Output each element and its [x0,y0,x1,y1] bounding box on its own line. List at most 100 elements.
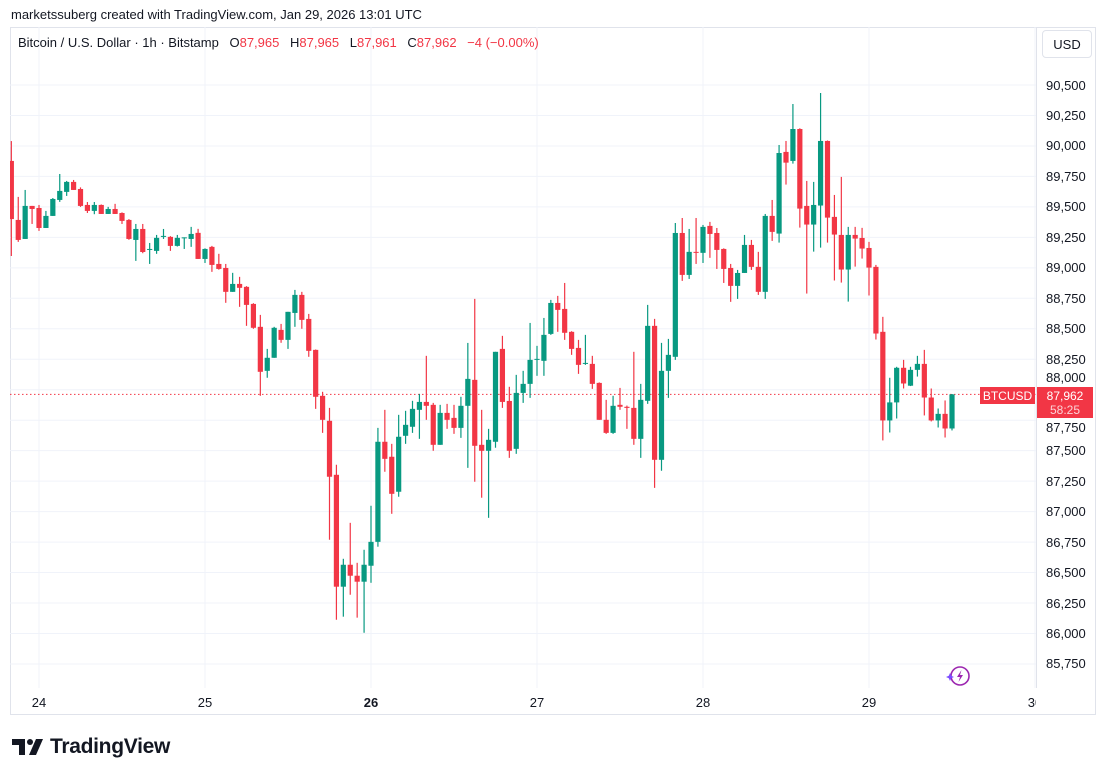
candle-body [112,208,118,214]
candle-body [472,379,478,446]
candlestick-chart[interactable] [10,27,1036,688]
price-tick-label: 86,750 [1046,534,1086,550]
last-price-value: 87,962 [1046,389,1084,403]
candle-body [402,424,409,436]
candle-body [900,367,907,384]
candle-body [651,325,658,460]
candle-body [506,400,512,451]
candle-body [140,228,146,252]
candle-body [520,383,526,393]
candle-body [672,232,678,357]
candle-body [783,151,789,163]
candle-body [57,190,63,200]
candle-body [416,401,423,410]
candle-body [928,397,934,421]
candle-body [354,575,360,582]
candle-body [126,219,132,239]
candle-body [236,283,243,288]
candle-body [70,181,77,190]
candle-body [10,160,14,220]
price-tick-label: 88,250 [1046,351,1086,367]
candle-body [77,188,84,206]
candle-body [811,204,817,225]
candle-body [534,358,540,360]
lightning-icon[interactable] [945,665,973,694]
candle-body [907,369,914,386]
candle-body [741,244,748,273]
time-axis[interactable]: 24 25 26 27 28 29 30 [10,688,1036,715]
candle-body [340,564,346,587]
candle-body [762,215,768,292]
candle-body [631,407,637,439]
candle-body [921,363,927,398]
symbol-legend: Bitcoin / U.S. Dollar · 1h · Bitstamp O8… [18,35,539,50]
high-label: H [289,35,300,50]
price-axis[interactable] [1036,27,1097,688]
candle-body [223,267,229,292]
candle-body [859,237,865,249]
candle-body [838,234,844,270]
candle-body [693,251,699,253]
candle-body [36,207,42,228]
candle-body [499,348,506,402]
candle-body [147,248,153,250]
candle-body [133,228,139,240]
candle-body [326,420,333,477]
candle-body [389,456,395,494]
candle-body [541,334,547,361]
candle-body [686,251,692,275]
candle-body [714,232,720,250]
candle-body [527,359,533,384]
candle-body [396,436,402,492]
candle-body [347,564,353,576]
candle-body [485,439,492,451]
candle-body [776,153,782,234]
currency-button[interactable]: USD [1042,30,1092,58]
high-value: 87,965 [299,35,340,50]
brand-name: TradingView [50,735,171,758]
candle-body [437,412,443,445]
tradingview-logo-icon [12,739,43,755]
candle-body [333,474,340,587]
candle-body [721,248,727,269]
candle-body [64,181,70,192]
candle-body [250,303,257,328]
candle-body [444,412,450,420]
candle-body [817,140,824,206]
chart-credit: marketssuberg created with TradingView.c… [11,7,422,22]
price-tick-label: 89,250 [1046,229,1086,245]
price-tick-label: 87,000 [1046,504,1086,520]
price-tick-label: 88,000 [1046,370,1086,385]
candle-body [167,236,174,246]
candle-body [790,129,796,161]
candle-body [299,294,305,320]
candle-body [873,266,879,334]
candle-body [209,246,215,265]
time-tick-label: 29 [861,695,877,710]
candle-body [700,226,706,253]
time-tick-label: 25 [197,695,213,710]
candle-body [748,244,755,267]
candle-body [285,311,291,340]
candle-body [202,248,208,259]
price-tick-label: 88,500 [1046,321,1086,337]
price-tick-label: 90,500 [1046,77,1086,93]
candle-body [831,216,838,235]
price-tick-label: 86,500 [1046,565,1086,581]
candle-body [458,405,464,428]
close-value: 87,962 [416,35,457,50]
candle-body [603,419,609,433]
candle-body [29,205,35,209]
candle-body [513,392,519,449]
time-tick-label: 27 [529,695,545,710]
candle-body [880,331,886,421]
tradingview-logo[interactable]: TradingView [12,735,170,759]
candle-body [119,212,125,221]
candle-body [797,129,803,209]
candle-body [98,204,104,214]
candle-body [596,382,602,420]
candle-body [451,417,457,428]
symbol-title[interactable]: Bitcoin / U.S. Dollar · 1h · Bitstamp [18,35,219,50]
candle-body [562,308,568,333]
price-tick-label: 87,750 [1046,420,1086,435]
